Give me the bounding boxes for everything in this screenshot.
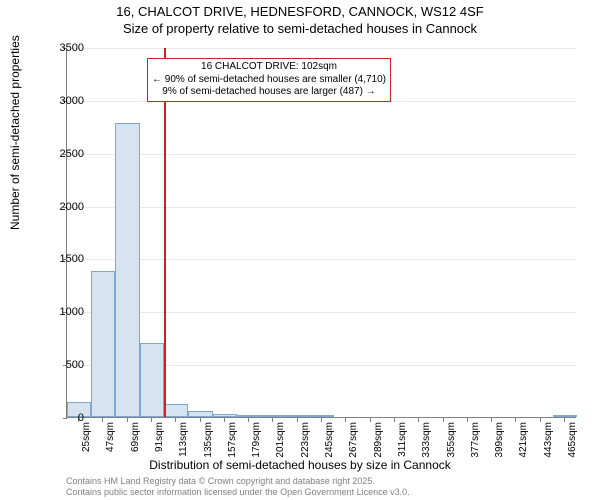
x-axis-label: Distribution of semi-detached houses by … [0,458,600,472]
histogram-bar [310,415,334,417]
chart-title: 16, CHALCOT DRIVE, HEDNESFORD, CANNOCK, … [0,0,600,38]
x-tick-label: 113sqm [178,422,189,457]
x-tick-label: 135sqm [203,422,214,458]
histogram-bar [213,414,237,417]
x-tick-label: 311sqm [397,422,408,457]
footer-attribution: Contains HM Land Registry data © Crown c… [66,476,410,498]
y-tick-label: 1500 [44,253,84,265]
x-tick-label: 47sqm [105,422,116,452]
x-tick-label: 377sqm [470,422,481,458]
x-tick-label: 267sqm [348,422,359,458]
y-tick-label: 3500 [44,42,84,54]
plot-area: 16 CHALCOT DRIVE: 102sqm← 90% of semi-de… [66,48,576,418]
x-tick-label: 25sqm [81,422,92,452]
x-tick-label: 443sqm [543,422,554,458]
histogram-bar [91,271,115,417]
x-tick-label: 465sqm [567,422,578,458]
x-tick-label: 355sqm [446,422,457,458]
footer-line2: Contains public sector information licen… [66,487,410,498]
histogram-bar [286,415,310,417]
x-tick-label: 223sqm [300,422,311,458]
annotation-box: 16 CHALCOT DRIVE: 102sqm← 90% of semi-de… [147,58,391,102]
x-tick-label: 245sqm [324,422,335,458]
y-tick-label: 2000 [44,201,84,213]
y-tick-label: 2500 [44,148,84,160]
y-tick-label: 500 [44,359,84,371]
histogram-bar [164,404,188,417]
x-tick-label: 289sqm [373,422,384,458]
chart-area: 16 CHALCOT DRIVE: 102sqm← 90% of semi-de… [66,48,576,418]
histogram-bar [188,411,212,417]
y-tick-label: 1000 [44,306,84,318]
footer-line1: Contains HM Land Registry data © Crown c… [66,476,410,487]
y-tick-label: 0 [44,412,84,424]
histogram-bar [140,343,164,417]
marker-line [164,48,166,417]
x-tick-label: 399sqm [494,422,505,458]
x-tick-label: 157sqm [227,422,238,458]
x-tick-label: 69sqm [130,422,141,452]
x-tick-label: 333sqm [421,422,432,458]
histogram-bar [261,415,285,417]
histogram-bar [553,415,577,417]
x-tick-label: 201sqm [275,422,286,458]
annotation-line: ← 90% of semi-detached houses are smalle… [152,74,386,87]
title-line1: 16, CHALCOT DRIVE, HEDNESFORD, CANNOCK, … [0,4,600,21]
annotation-line: 16 CHALCOT DRIVE: 102sqm [152,61,386,74]
annotation-line: 9% of semi-detached houses are larger (4… [152,86,386,99]
x-tick-label: 91sqm [154,422,165,452]
x-tick-label: 179sqm [251,422,262,458]
x-tick-label: 421sqm [518,422,529,458]
title-line2: Size of property relative to semi-detach… [0,21,600,38]
histogram-bar [237,415,261,417]
y-axis-label: Number of semi-detached properties [8,35,22,230]
y-tick-label: 3000 [44,95,84,107]
histogram-bar [115,123,139,417]
